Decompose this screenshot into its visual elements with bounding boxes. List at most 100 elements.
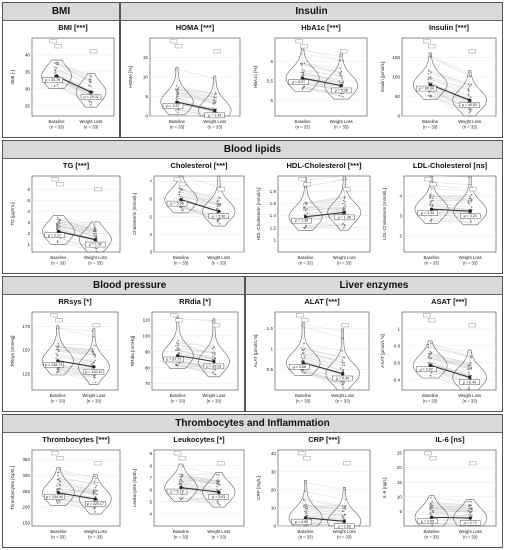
data-point xyxy=(467,95,470,97)
y-tick-label: 7 xyxy=(149,179,152,184)
paired-line xyxy=(58,217,96,225)
paired-line xyxy=(430,369,470,381)
y-tick-label: 110 xyxy=(143,318,151,323)
paired-line xyxy=(302,70,342,76)
data-point xyxy=(342,202,344,205)
data-point xyxy=(96,481,98,484)
data-point xyxy=(91,364,93,366)
paired-line xyxy=(177,347,214,355)
data-point xyxy=(216,208,218,211)
mean-label: µ = 0.57 xyxy=(420,367,433,371)
data-point xyxy=(345,513,347,516)
paired-line xyxy=(305,508,345,515)
paired-line xyxy=(305,175,345,181)
mean-label-box xyxy=(416,85,437,92)
data-point xyxy=(427,343,430,346)
data-point xyxy=(304,371,306,374)
mean-label-box xyxy=(204,112,226,119)
data-point xyxy=(58,350,60,352)
paired-line xyxy=(57,350,94,356)
x-tick-line: Baseline xyxy=(50,255,67,260)
data-point xyxy=(95,484,98,487)
data-point xyxy=(219,484,221,486)
paired-line xyxy=(56,69,92,82)
data-point xyxy=(215,373,217,376)
data-point xyxy=(303,499,305,502)
x-tick-line: Weight Loss xyxy=(458,119,481,124)
outlier-label-box xyxy=(301,318,309,323)
paired-line xyxy=(302,64,342,74)
data-point xyxy=(55,327,58,330)
paired-line xyxy=(430,364,470,376)
paired-line xyxy=(57,328,94,337)
data-point xyxy=(467,93,470,96)
mean-connector xyxy=(177,355,215,363)
mean-connector xyxy=(180,487,219,493)
y-tick-label: 1 xyxy=(397,327,400,332)
data-point xyxy=(92,375,95,377)
paired-line xyxy=(56,67,92,87)
violin xyxy=(452,70,487,117)
data-point xyxy=(470,511,472,513)
data-point xyxy=(301,348,303,351)
mean-label-box xyxy=(332,375,353,382)
paired-line xyxy=(431,506,471,509)
data-point xyxy=(95,235,98,237)
paired-line xyxy=(180,192,219,204)
data-point xyxy=(304,512,307,514)
y-tick-label: 1.5 xyxy=(267,326,274,331)
x-tick-line: Weight Loss xyxy=(459,255,482,260)
data-point xyxy=(427,78,430,81)
data-point xyxy=(341,505,344,507)
mean-label-box xyxy=(459,102,480,108)
data-point xyxy=(301,359,304,362)
data-point xyxy=(57,216,59,219)
paired-line xyxy=(180,494,219,502)
x-tick-line: (n = 33) xyxy=(208,125,223,130)
data-point xyxy=(93,482,95,484)
chart-title: Insulin [***] xyxy=(429,23,470,32)
x-tick-line: (n = 33) xyxy=(212,261,227,266)
paired-line xyxy=(180,497,219,503)
data-point xyxy=(467,510,470,512)
paired-line xyxy=(430,343,470,358)
data-point xyxy=(56,472,59,474)
x-tick-line: Weight Loss xyxy=(458,393,481,398)
data-point xyxy=(300,356,303,359)
mean-marker xyxy=(428,83,432,87)
data-point xyxy=(304,510,306,513)
data-point xyxy=(94,344,96,347)
data-point xyxy=(214,92,217,94)
paired-line xyxy=(431,501,471,506)
x-tick-label: Baseline (n = 33) xyxy=(170,393,187,404)
data-point xyxy=(432,506,434,509)
data-point xyxy=(96,489,99,492)
data-point xyxy=(94,374,96,377)
paired-line xyxy=(430,71,470,85)
paired-line xyxy=(180,484,219,494)
y-tick-label: 70 xyxy=(145,381,151,386)
data-point xyxy=(213,353,215,355)
data-point xyxy=(303,349,305,352)
data-point xyxy=(302,86,305,89)
x-tick-line: (n = 33) xyxy=(212,535,227,540)
data-point xyxy=(93,489,95,491)
data-point xyxy=(342,362,344,364)
y-axis-label: RRdia [mmHg] xyxy=(130,336,135,366)
outlier-label-box xyxy=(343,461,351,466)
chart-bmi: BMI [***] 25 30 35 40 BMI [-] Baseline (n = 33)… xyxy=(6,22,118,136)
data-point xyxy=(180,206,182,209)
chart-title: Thrombocytes [***] xyxy=(42,435,110,444)
violin xyxy=(198,75,232,117)
outlier-label-box xyxy=(89,49,98,54)
y-tick-label: 6 xyxy=(27,187,30,192)
y-axis-label: Insulin [pmol/L] xyxy=(380,62,385,93)
chart-leukocytes: Leukocytes [*] 4 5 6 7 8 9 Leukocytes [Gpt/L] Ba… xyxy=(128,434,248,546)
data-point xyxy=(429,220,431,222)
data-point xyxy=(175,363,177,365)
paired-line xyxy=(431,506,471,510)
paired-line xyxy=(58,480,96,491)
x-tick-line: Baseline xyxy=(424,255,441,260)
data-point xyxy=(342,60,344,62)
data-point xyxy=(468,371,470,374)
